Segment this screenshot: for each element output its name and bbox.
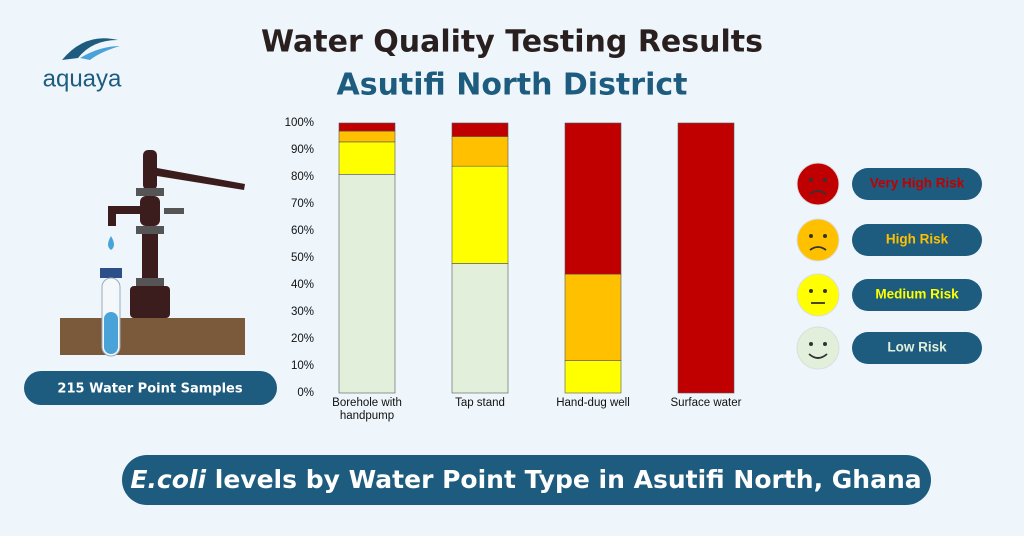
mouth [809, 246, 827, 251]
bar-segment [564, 360, 622, 394]
y-tick-label: 30% [291, 306, 314, 318]
x-tick-label: Hand-dug well [556, 397, 630, 409]
legend-label: Low Risk [887, 340, 947, 355]
eye [809, 289, 813, 293]
bar-segment [338, 130, 396, 143]
sample-note: 215 Water Point Samples [57, 382, 242, 397]
legend-icon [796, 218, 840, 262]
x-tick-label: Tap stand [455, 397, 505, 409]
legend-icon [796, 162, 840, 206]
x-tick-label: Borehole with handpump [332, 397, 402, 422]
footer-text: levels by Water Point Type in Asutifi No… [215, 465, 922, 494]
face [796, 162, 840, 206]
y-tick-label: 40% [291, 279, 314, 291]
y-tick-label: 80% [291, 171, 314, 183]
y-tick-label: 90% [291, 144, 314, 156]
y-tick-label: 50% [291, 252, 314, 264]
footer-emphasis: E.coli [130, 465, 206, 494]
logo-text: aquaya [43, 65, 122, 92]
sample-pill [24, 371, 277, 405]
legend-pill [852, 224, 982, 256]
bar-segment [451, 122, 509, 137]
x-tick-label: Surface water [670, 397, 742, 409]
legend-icon [796, 273, 840, 317]
bar-segment [451, 263, 509, 394]
bar-segment [338, 141, 396, 175]
eye [809, 178, 813, 182]
y-tick-label: 70% [291, 198, 314, 210]
footer-pill [122, 455, 931, 505]
y-tick-label: 20% [291, 333, 314, 345]
bar-segment [677, 122, 735, 394]
logo-mark [80, 46, 120, 60]
legend-pill [852, 279, 982, 311]
legend-pill [852, 332, 982, 364]
legend-icon [796, 326, 840, 370]
bar-segment [451, 136, 509, 167]
eye [823, 234, 827, 238]
legend-label: High Risk [886, 232, 949, 247]
title: Water Quality Testing Results [261, 25, 763, 60]
footer: E.coli levels by Water Point Type in Asu… [130, 465, 921, 494]
legend-label: Very High Risk [870, 176, 965, 191]
face [796, 273, 840, 317]
face [796, 218, 840, 262]
mouth [808, 353, 828, 359]
pump-illustration [60, 150, 245, 357]
mouth [809, 190, 827, 195]
y-tick-label: 0% [297, 387, 314, 399]
y-tick-label: 60% [291, 225, 314, 237]
legend-label: Medium Risk [875, 287, 959, 302]
eye [823, 289, 827, 293]
bar-segment [338, 122, 396, 132]
eye [809, 342, 813, 346]
face [796, 326, 840, 370]
subtitle: Asutifi North District [337, 68, 688, 103]
bar-segment [564, 122, 622, 275]
bar-segment [338, 174, 396, 394]
bar-segment [451, 165, 509, 264]
eye [823, 178, 827, 182]
logo-mark [62, 38, 118, 60]
eye [809, 234, 813, 238]
y-tick-label: 10% [291, 360, 314, 372]
legend-pill [852, 168, 982, 200]
eye [823, 342, 827, 346]
y-tick-label: 100% [285, 117, 314, 129]
bar-segment [564, 273, 622, 361]
